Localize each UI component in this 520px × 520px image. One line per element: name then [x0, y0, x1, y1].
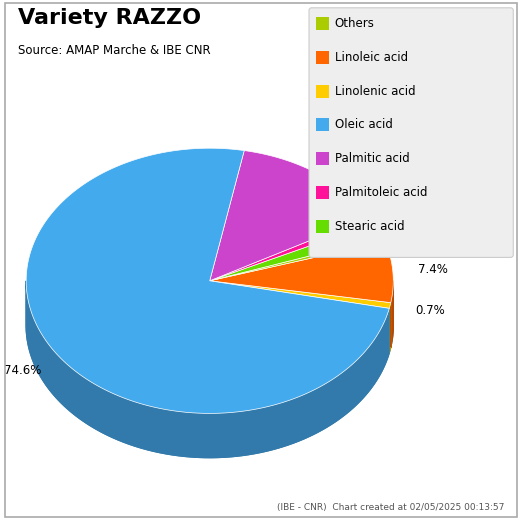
FancyBboxPatch shape — [309, 8, 513, 257]
Bar — [316, 17, 329, 30]
Bar — [316, 51, 329, 64]
Text: Linolenic acid: Linolenic acid — [335, 85, 415, 98]
Text: 74.6%: 74.6% — [5, 364, 42, 377]
Text: 7.4%: 7.4% — [418, 264, 448, 277]
Bar — [316, 85, 329, 98]
Polygon shape — [26, 148, 389, 413]
Bar — [316, 186, 329, 199]
Text: Palmitic acid: Palmitic acid — [335, 152, 410, 165]
Polygon shape — [210, 242, 393, 303]
Polygon shape — [26, 282, 389, 458]
Text: (IBE - CNR)  Chart created at 02/05/2025 00:13:57: (IBE - CNR) Chart created at 02/05/2025 … — [277, 503, 504, 512]
Polygon shape — [389, 303, 391, 353]
Text: Stearic acid: Stearic acid — [335, 220, 405, 233]
Polygon shape — [391, 281, 393, 347]
Polygon shape — [210, 223, 383, 281]
Text: 1.9%: 1.9% — [402, 213, 432, 226]
Polygon shape — [210, 216, 375, 281]
Polygon shape — [210, 238, 385, 281]
Text: Oleic acid: Oleic acid — [335, 119, 393, 132]
Polygon shape — [210, 281, 391, 308]
Polygon shape — [26, 281, 393, 458]
Text: 13.9%: 13.9% — [322, 143, 360, 156]
Text: Source: AMAP Marche & IBE CNR: Source: AMAP Marche & IBE CNR — [18, 44, 211, 57]
Text: Others: Others — [335, 17, 375, 30]
Polygon shape — [210, 151, 370, 281]
Text: Variety RAZZO: Variety RAZZO — [18, 8, 202, 28]
Text: Palmitoleic acid: Palmitoleic acid — [335, 186, 427, 199]
Bar — [316, 152, 329, 165]
Text: 0.5%: 0.5% — [408, 224, 437, 237]
Bar — [316, 119, 329, 132]
Text: 0.9%: 0.9% — [394, 200, 423, 213]
Bar — [316, 220, 329, 233]
Text: 0.7%: 0.7% — [415, 304, 445, 317]
Text: Linoleic acid: Linoleic acid — [335, 51, 408, 64]
